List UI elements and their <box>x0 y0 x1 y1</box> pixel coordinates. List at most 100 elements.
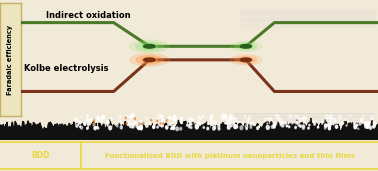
Circle shape <box>273 124 275 128</box>
Circle shape <box>302 127 304 129</box>
Circle shape <box>369 126 372 129</box>
Circle shape <box>214 126 216 128</box>
Circle shape <box>275 123 277 125</box>
Circle shape <box>181 122 182 123</box>
Circle shape <box>200 117 201 120</box>
Circle shape <box>328 116 330 118</box>
Circle shape <box>149 122 151 125</box>
Circle shape <box>94 127 96 130</box>
Circle shape <box>203 127 204 128</box>
Circle shape <box>97 119 99 121</box>
Circle shape <box>138 123 141 127</box>
Circle shape <box>189 118 190 120</box>
Circle shape <box>131 119 132 120</box>
Circle shape <box>341 123 342 124</box>
Circle shape <box>350 115 351 117</box>
Circle shape <box>136 56 163 64</box>
Circle shape <box>222 114 224 117</box>
Circle shape <box>285 122 287 124</box>
Circle shape <box>236 120 237 122</box>
Circle shape <box>76 124 78 127</box>
Circle shape <box>191 121 192 122</box>
Text: Indirect oxidation: Indirect oxidation <box>46 11 130 20</box>
Circle shape <box>239 44 252 48</box>
Circle shape <box>162 119 164 123</box>
Circle shape <box>180 117 183 121</box>
Circle shape <box>246 128 247 129</box>
Circle shape <box>154 124 155 126</box>
Circle shape <box>354 125 356 129</box>
Circle shape <box>171 118 172 119</box>
Circle shape <box>229 120 230 122</box>
Circle shape <box>218 127 220 130</box>
Circle shape <box>367 122 369 124</box>
Circle shape <box>338 115 341 119</box>
Circle shape <box>152 119 153 120</box>
Circle shape <box>140 125 143 128</box>
Text: BDD: BDD <box>31 151 50 160</box>
Circle shape <box>234 124 235 125</box>
Circle shape <box>229 118 231 122</box>
Circle shape <box>370 126 371 127</box>
Circle shape <box>364 122 367 126</box>
Circle shape <box>230 115 232 119</box>
Circle shape <box>308 127 309 129</box>
Circle shape <box>226 121 228 123</box>
Circle shape <box>278 118 281 122</box>
Circle shape <box>299 119 302 121</box>
Circle shape <box>281 123 284 127</box>
Circle shape <box>163 123 164 124</box>
Circle shape <box>138 127 140 130</box>
Circle shape <box>157 120 158 122</box>
Text: Kolbe electrolysis: Kolbe electrolysis <box>24 64 109 73</box>
Circle shape <box>128 121 129 122</box>
Circle shape <box>366 126 368 128</box>
Circle shape <box>208 122 209 124</box>
Circle shape <box>222 117 224 119</box>
Circle shape <box>157 126 158 128</box>
Circle shape <box>202 116 203 117</box>
Circle shape <box>166 120 167 121</box>
Circle shape <box>171 128 172 129</box>
Circle shape <box>96 127 97 128</box>
Circle shape <box>374 122 376 125</box>
Circle shape <box>181 122 182 123</box>
Circle shape <box>130 116 131 117</box>
Circle shape <box>144 44 155 48</box>
Circle shape <box>161 115 163 118</box>
Circle shape <box>209 116 212 120</box>
Circle shape <box>250 122 252 126</box>
Circle shape <box>370 116 373 120</box>
Circle shape <box>119 120 121 122</box>
Circle shape <box>326 120 327 121</box>
Circle shape <box>116 123 117 124</box>
Circle shape <box>84 122 86 125</box>
Circle shape <box>363 115 364 116</box>
Circle shape <box>95 121 96 122</box>
Circle shape <box>358 128 359 129</box>
Circle shape <box>233 121 235 123</box>
Circle shape <box>296 116 297 117</box>
Circle shape <box>143 122 144 124</box>
Circle shape <box>173 127 175 130</box>
Circle shape <box>250 126 252 128</box>
Circle shape <box>234 125 237 129</box>
Circle shape <box>245 125 248 128</box>
Circle shape <box>126 123 127 124</box>
Circle shape <box>150 123 151 125</box>
Text: Functionalised BDD with platinum nanoparticles and thin films: Functionalised BDD with platinum nanopar… <box>105 153 355 159</box>
Circle shape <box>159 123 161 126</box>
Circle shape <box>362 117 363 118</box>
Circle shape <box>195 125 198 129</box>
Circle shape <box>130 40 169 52</box>
Circle shape <box>187 124 188 126</box>
Circle shape <box>181 118 182 119</box>
Circle shape <box>316 121 317 122</box>
Circle shape <box>318 126 319 128</box>
Circle shape <box>303 117 306 121</box>
Circle shape <box>139 124 140 125</box>
Circle shape <box>197 121 200 124</box>
Circle shape <box>302 119 304 120</box>
Circle shape <box>233 117 236 121</box>
Circle shape <box>191 127 192 129</box>
